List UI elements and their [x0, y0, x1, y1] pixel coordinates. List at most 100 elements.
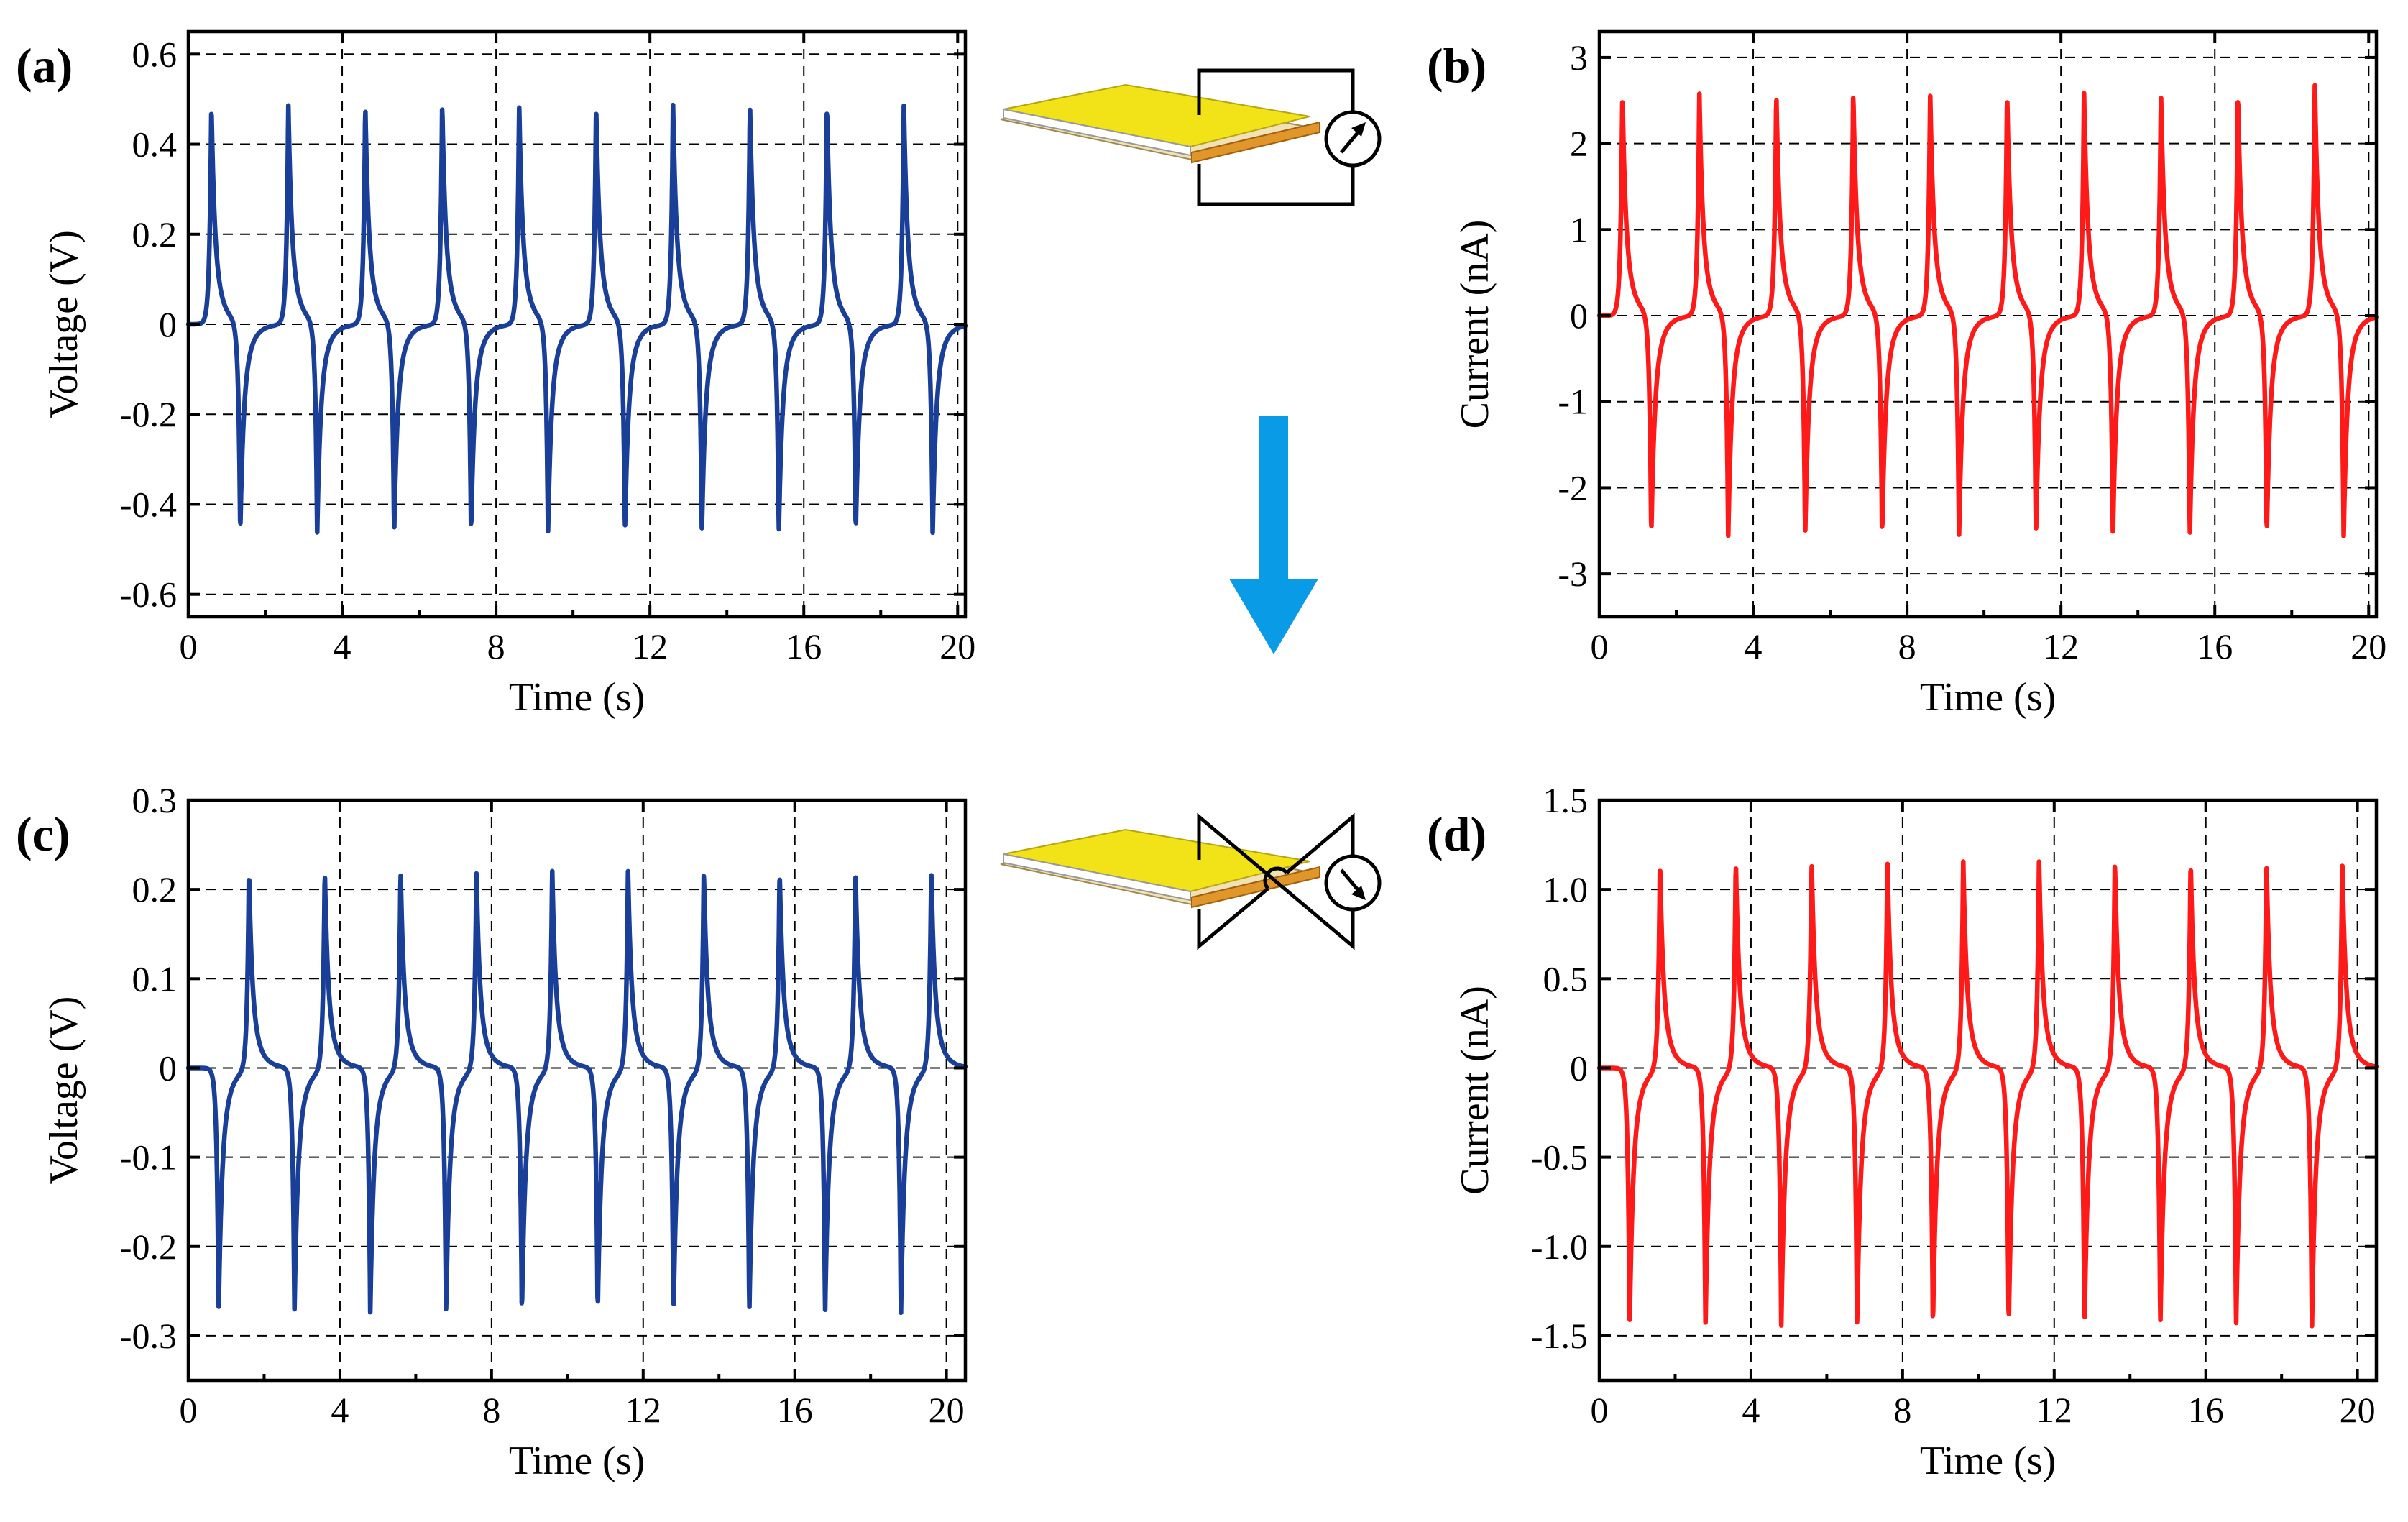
- circuit-wire-lower: [1197, 162, 1355, 206]
- circuit-wire-lower: [1197, 887, 1269, 950]
- x-tick-label: 16: [2197, 626, 2233, 666]
- device-orange-layer: [1191, 866, 1320, 909]
- chart-panel-d: 0 4 8 12 16 20 -1.5 -1.0 -0.5 0 0.5 1.0 1.5 Time (s) C…: [1427, 780, 2379, 1483]
- x-tick-label: 4: [1742, 1390, 1760, 1430]
- plot-frame: [186, 798, 968, 1383]
- panel-label: (b): [1427, 38, 1486, 93]
- ammeter-icon: [1324, 110, 1382, 168]
- x-tick-label: 4: [1745, 626, 1763, 666]
- circuit-wire-hop: [1263, 866, 1288, 890]
- panel-label: (d): [1427, 807, 1486, 861]
- x-tick-label: 12: [632, 626, 668, 666]
- x-tick-label: 20: [929, 1390, 965, 1430]
- x-tick-label: 0: [180, 1390, 198, 1430]
- x-tick-label: 4: [334, 626, 351, 666]
- x-tick-label: 12: [2036, 1390, 2072, 1430]
- x-axis-title: Time (s): [509, 1439, 645, 1483]
- x-tick-label: 8: [1893, 1390, 1911, 1430]
- x-tick-label: 8: [1898, 626, 1916, 666]
- y-tick-label: 0: [159, 304, 177, 344]
- y-tick-label: 1.0: [1543, 869, 1589, 909]
- x-tick-label: 0: [1591, 626, 1609, 666]
- chart-panel-c: 0 4 8 12 16 20 -0.3 -0.2 -0.1 0 0.1 0.2 0.3 Time (s) V…: [16, 780, 968, 1483]
- y-tick-label: -3: [1558, 554, 1588, 594]
- data-trace: [1596, 859, 2379, 1329]
- y-tick-label: 0.1: [132, 958, 178, 999]
- device-side-layer: [1003, 853, 1191, 902]
- x-tick-label: 8: [482, 1390, 500, 1430]
- x-axis-title: Time (s): [509, 675, 645, 720]
- y-tick-label: 0.2: [132, 214, 178, 255]
- plot-frame: [1597, 29, 2379, 619]
- chart-panel-a: 0 4 8 12 16 20 -0.6 -0.4 -0.2 0 0.2 0.4 0.6 Time (s) V…: [16, 29, 975, 720]
- y-tick-label: -0.2: [120, 1227, 177, 1267]
- down-arrow-icon: [1229, 416, 1318, 654]
- x-tick-label: 12: [2043, 626, 2079, 666]
- y-tick-label: 1.5: [1543, 780, 1589, 820]
- x-tick-label: 20: [2340, 1390, 2376, 1430]
- y-tick-label: 1: [1570, 209, 1588, 249]
- y-axis-title: Current (nA): [1453, 986, 1497, 1195]
- y-tick-label: -1.0: [1531, 1227, 1588, 1267]
- y-tick-label: 0: [1570, 1047, 1588, 1088]
- x-tick-label: 20: [2350, 626, 2386, 666]
- y-tick-label: 3: [1570, 37, 1588, 78]
- x-axis-title: Time (s): [1920, 1439, 2056, 1483]
- layered-device-icon: [1000, 828, 1320, 909]
- y-tick-label: 0.4: [132, 124, 178, 165]
- arrow-shaft: [1259, 416, 1288, 581]
- device-diagram-bottom: [1000, 812, 1382, 950]
- x-tick-label: 8: [487, 626, 505, 666]
- y-axis-title: Voltage (V): [42, 996, 86, 1185]
- x-axis-title: Time (s): [1920, 675, 2056, 720]
- ammeter-icon: [1324, 854, 1382, 912]
- y-axis-title: Voltage (V): [42, 230, 86, 418]
- layered-device-icon: [1000, 83, 1320, 164]
- y-tick-label: 0.6: [132, 34, 178, 74]
- device-orange-layer: [1191, 121, 1320, 164]
- x-tick-label: 4: [331, 1390, 349, 1430]
- x-tick-label: 20: [939, 626, 975, 666]
- panel-label: (a): [16, 38, 73, 93]
- circuit-loop-icon: [1197, 68, 1355, 206]
- y-tick-label: -2: [1558, 467, 1588, 508]
- y-tick-label: -0.3: [120, 1316, 177, 1356]
- x-tick-label: 12: [625, 1390, 661, 1430]
- x-tick-label: 16: [777, 1390, 813, 1430]
- ammeter-needle-head: [1351, 886, 1366, 900]
- y-tick-label: 0: [159, 1047, 177, 1088]
- x-tick-label: 16: [2188, 1390, 2224, 1430]
- y-tick-label: 0.3: [132, 780, 178, 820]
- plot-frame: [1597, 798, 2379, 1383]
- y-tick-label: -0.1: [120, 1137, 177, 1178]
- y-tick-label: 0: [1570, 295, 1588, 336]
- y-tick-label: 0.2: [132, 869, 178, 909]
- circuit-wire-lower-return: [1285, 812, 1355, 874]
- y-tick-label: -1.5: [1531, 1316, 1588, 1356]
- arrow-head: [1229, 579, 1318, 654]
- device-side-layer: [1003, 108, 1191, 157]
- y-tick-label: -0.6: [120, 574, 177, 615]
- crossed-circuit-icon: [1197, 812, 1355, 950]
- y-tick-label: -0.5: [1531, 1137, 1588, 1178]
- x-tick-label: 0: [180, 626, 198, 666]
- y-tick-label: 0.5: [1543, 958, 1589, 999]
- y-tick-label: 2: [1570, 124, 1588, 164]
- y-axis-title: Current (nA): [1453, 220, 1497, 429]
- data-trace: [185, 868, 968, 1316]
- y-tick-label: -1: [1558, 382, 1588, 422]
- data-trace: [1596, 83, 2379, 538]
- y-tick-label: -0.4: [120, 484, 177, 524]
- device-diagram-top: [1000, 68, 1382, 206]
- x-tick-label: 16: [786, 626, 822, 666]
- y-tick-label: -0.2: [120, 394, 177, 434]
- circuit-wire-upper: [1197, 68, 1355, 115]
- data-trace: [185, 102, 968, 536]
- circuit-wire-upper: [1197, 812, 1355, 950]
- ammeter-needle-head: [1351, 122, 1366, 137]
- x-tick-label: 0: [1591, 1390, 1609, 1430]
- panel-label: (c): [16, 807, 70, 861]
